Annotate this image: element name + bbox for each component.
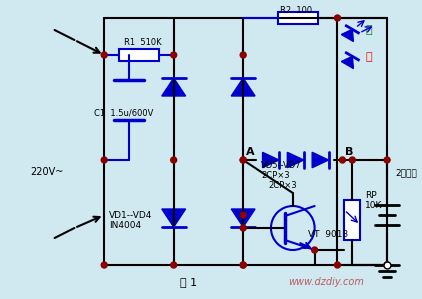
Text: 图 1: 图 1: [180, 277, 197, 287]
Text: C1  1.5u/600V: C1 1.5u/600V: [94, 108, 154, 117]
Text: 2CP×3: 2CP×3: [268, 181, 297, 190]
Circle shape: [240, 212, 246, 218]
Circle shape: [339, 157, 345, 163]
Polygon shape: [162, 78, 186, 96]
Text: R1  510K: R1 510K: [124, 38, 162, 47]
Polygon shape: [162, 209, 186, 227]
Circle shape: [171, 262, 177, 268]
Text: B: B: [345, 147, 354, 157]
Circle shape: [240, 52, 246, 58]
Circle shape: [335, 15, 341, 21]
Circle shape: [349, 157, 355, 163]
Polygon shape: [287, 152, 304, 168]
Text: VD5--VD7
2CP×3: VD5--VD7 2CP×3: [261, 161, 302, 180]
Circle shape: [171, 157, 177, 163]
Text: 绿: 绿: [365, 25, 372, 35]
Circle shape: [240, 262, 246, 268]
Circle shape: [384, 262, 390, 268]
Text: VT  9013: VT 9013: [308, 230, 348, 239]
Circle shape: [312, 247, 318, 253]
FancyBboxPatch shape: [278, 12, 318, 24]
Polygon shape: [262, 152, 279, 168]
Text: A: A: [246, 147, 255, 157]
Circle shape: [384, 157, 390, 163]
Circle shape: [101, 262, 107, 268]
Text: R2  100: R2 100: [280, 6, 312, 15]
Polygon shape: [231, 78, 255, 96]
Text: 红: 红: [365, 52, 372, 62]
Circle shape: [101, 157, 107, 163]
Polygon shape: [312, 152, 329, 168]
Text: www.dzdiy.com: www.dzdiy.com: [288, 277, 364, 287]
FancyBboxPatch shape: [344, 200, 360, 240]
Circle shape: [240, 262, 246, 268]
Circle shape: [171, 52, 177, 58]
Text: 220V~: 220V~: [30, 167, 63, 177]
Polygon shape: [341, 56, 353, 68]
Circle shape: [335, 262, 341, 268]
FancyBboxPatch shape: [119, 49, 159, 61]
Circle shape: [240, 157, 246, 163]
Polygon shape: [231, 209, 255, 227]
Circle shape: [101, 52, 107, 58]
Text: VD1--VD4
IN4004: VD1--VD4 IN4004: [109, 210, 153, 230]
Text: 2节串联: 2节串联: [395, 168, 417, 177]
Circle shape: [384, 262, 390, 268]
Circle shape: [240, 157, 246, 163]
Circle shape: [240, 225, 246, 231]
Polygon shape: [341, 29, 353, 42]
Text: RP
10K: RP 10K: [365, 190, 383, 210]
